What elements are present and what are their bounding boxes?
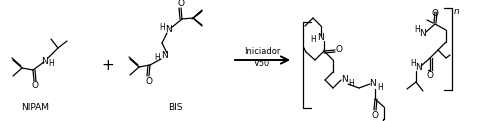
Text: H: H (348, 79, 354, 87)
Text: N: N (164, 24, 172, 34)
Text: N: N (370, 79, 376, 88)
Text: H: H (48, 60, 54, 68)
Text: H: H (410, 60, 416, 68)
Text: V50: V50 (254, 60, 270, 68)
Text: O: O (145, 76, 152, 86)
Text: O: O (336, 45, 342, 54)
Text: N: N (160, 50, 168, 60)
Text: N: N (42, 57, 48, 67)
Text: NIPAM: NIPAM (21, 103, 49, 113)
Text: H: H (377, 83, 383, 91)
Text: N: N (316, 34, 324, 42)
Text: H: H (154, 53, 160, 63)
Text: Iniciador: Iniciador (244, 48, 280, 57)
Text: H: H (310, 35, 316, 45)
Text: O: O (432, 8, 438, 18)
Text: n: n (454, 8, 460, 16)
Text: O: O (31, 82, 38, 91)
Text: O: O (426, 72, 434, 80)
Text: N: N (414, 63, 422, 72)
Text: +: + (102, 57, 114, 72)
Text: N: N (340, 76, 347, 84)
Text: BIS: BIS (168, 103, 182, 113)
Text: N: N (420, 29, 426, 38)
Text: H: H (414, 26, 420, 34)
Text: O: O (372, 110, 378, 120)
Text: H: H (159, 23, 165, 31)
Text: O: O (177, 0, 184, 8)
